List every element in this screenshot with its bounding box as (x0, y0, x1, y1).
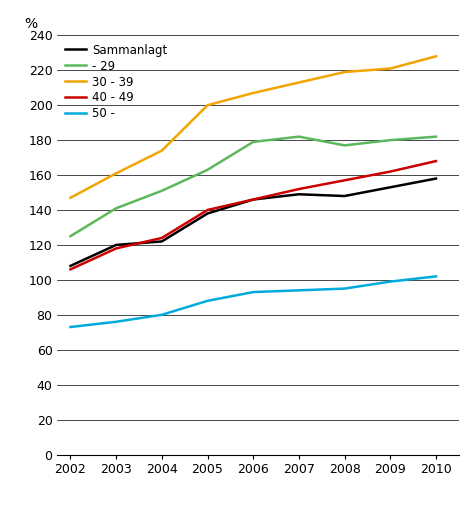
30 - 39 (342, 69, 348, 75)
Line: - 29: - 29 (70, 137, 436, 236)
- 29 (433, 134, 439, 140)
50 - (250, 289, 256, 295)
50 - (205, 298, 210, 304)
Sammanlagt (114, 242, 119, 248)
- 29 (114, 205, 119, 211)
Sammanlagt (250, 196, 256, 203)
50 - (296, 287, 302, 293)
- 29 (250, 139, 256, 145)
Text: %: % (25, 17, 38, 31)
30 - 39 (387, 66, 393, 72)
50 - (68, 324, 73, 330)
- 29 (68, 233, 73, 239)
40 - 49 (114, 245, 119, 251)
Sammanlagt (205, 211, 210, 217)
40 - 49 (342, 177, 348, 183)
Line: 40 - 49: 40 - 49 (70, 161, 436, 269)
- 29 (205, 167, 210, 173)
50 - (387, 279, 393, 285)
50 - (342, 285, 348, 291)
Sammanlagt (159, 238, 165, 244)
Line: 30 - 39: 30 - 39 (70, 56, 436, 198)
40 - 49 (205, 207, 210, 213)
40 - 49 (159, 235, 165, 241)
Legend: Sammanlagt, - 29, 30 - 39, 40 - 49, 50 -: Sammanlagt, - 29, 30 - 39, 40 - 49, 50 - (62, 41, 170, 123)
- 29 (296, 134, 302, 140)
Sammanlagt (433, 176, 439, 182)
40 - 49 (250, 196, 256, 203)
30 - 39 (159, 147, 165, 154)
- 29 (387, 137, 393, 143)
Sammanlagt (68, 263, 73, 269)
50 - (433, 273, 439, 279)
- 29 (342, 142, 348, 148)
40 - 49 (387, 169, 393, 175)
50 - (159, 312, 165, 318)
Sammanlagt (387, 184, 393, 190)
Sammanlagt (296, 191, 302, 197)
Line: 50 -: 50 - (70, 276, 436, 327)
Sammanlagt (342, 193, 348, 199)
Line: Sammanlagt: Sammanlagt (70, 179, 436, 266)
40 - 49 (68, 266, 73, 272)
30 - 39 (68, 195, 73, 201)
50 - (114, 319, 119, 325)
30 - 39 (433, 53, 439, 59)
40 - 49 (296, 186, 302, 192)
40 - 49 (433, 158, 439, 164)
30 - 39 (114, 170, 119, 176)
- 29 (159, 188, 165, 194)
30 - 39 (205, 102, 210, 108)
30 - 39 (250, 90, 256, 96)
30 - 39 (296, 79, 302, 85)
